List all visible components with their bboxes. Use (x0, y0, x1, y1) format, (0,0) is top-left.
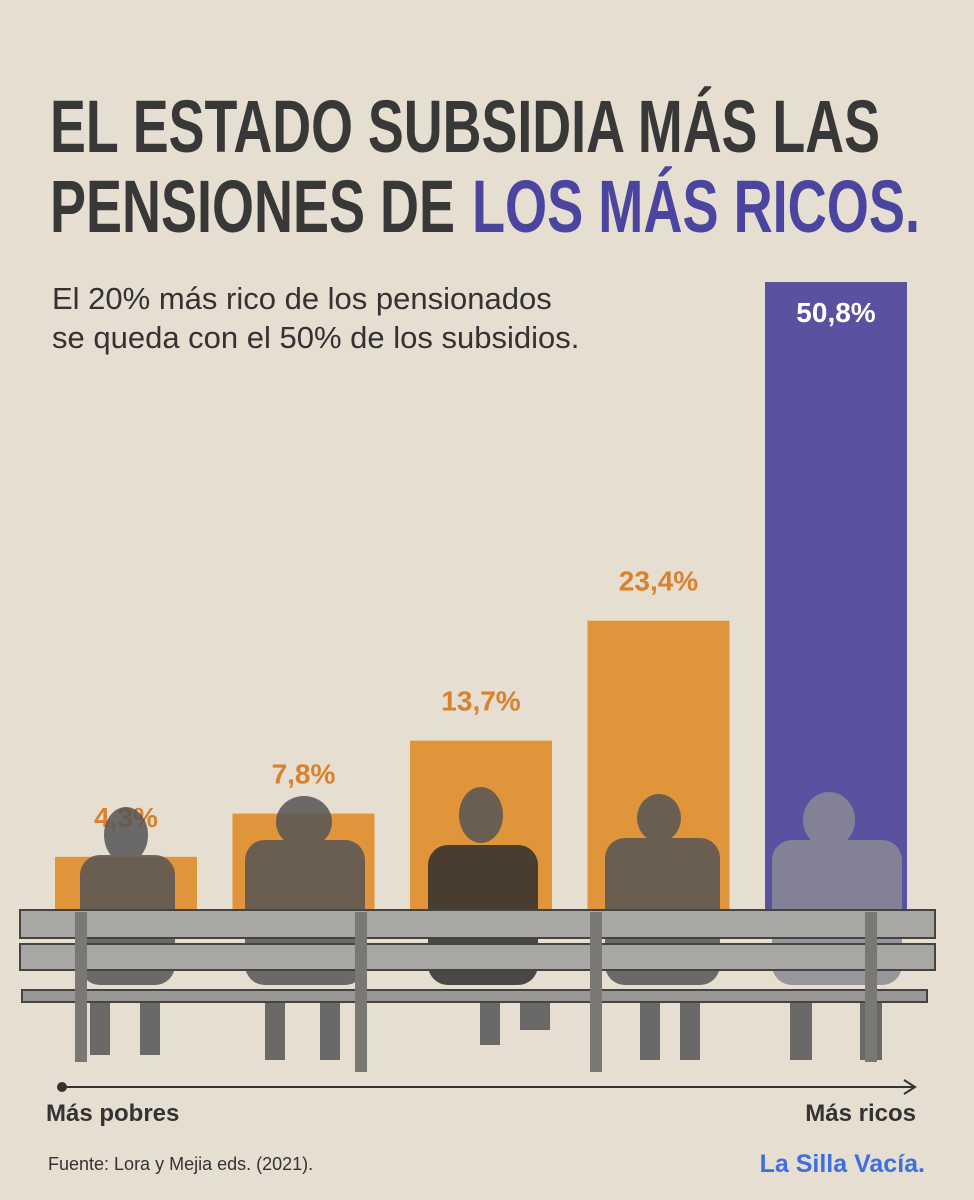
axis-label-end: Más ricos (805, 1100, 916, 1127)
value-label: 50,8% (796, 297, 875, 328)
value-label: 13,7% (441, 686, 520, 717)
subtitle: El 20% más rico de los pensionados (52, 281, 552, 316)
title-line: EL ESTADO SUBSIDIA MÁS LAS (50, 85, 880, 168)
title-line: PENSIONES DE (50, 165, 455, 248)
title-highlight: LOS MÁS RICOS. (472, 165, 920, 248)
axis-label-start: Más pobres (46, 1100, 179, 1127)
value-label: 7,8% (272, 759, 336, 790)
subtitle: se queda con el 50% de los subsidios. (52, 320, 579, 355)
logo: La Silla Vacía. (760, 1150, 925, 1178)
source: Fuente: Lora y Mejia eds. (2021). (48, 1154, 313, 1174)
axis-arrow (903, 1079, 917, 1095)
value-label: 23,4% (619, 566, 698, 597)
bench (19, 787, 936, 1072)
